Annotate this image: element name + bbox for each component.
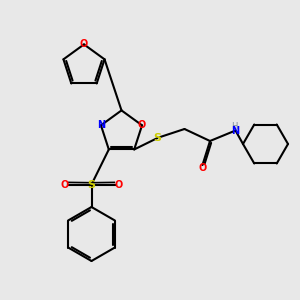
Text: H: H <box>231 122 237 131</box>
Text: O: O <box>198 163 207 173</box>
Text: S: S <box>88 179 95 190</box>
Text: O: O <box>114 179 123 190</box>
Text: N: N <box>97 120 105 130</box>
Text: O: O <box>60 179 69 190</box>
Text: O: O <box>138 120 146 130</box>
Text: N: N <box>231 125 240 136</box>
Text: S: S <box>154 133 161 143</box>
Text: O: O <box>80 39 88 50</box>
